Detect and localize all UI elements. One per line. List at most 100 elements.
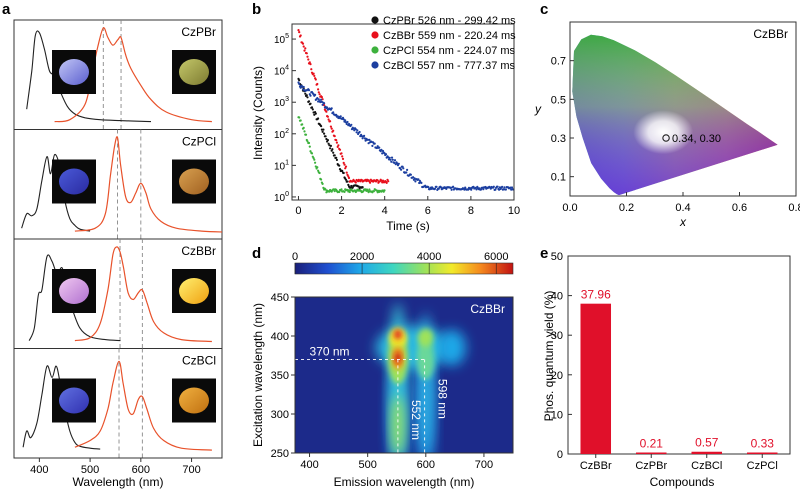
panel-b-point: [390, 156, 394, 159]
panel-b-point: [310, 68, 313, 71]
panel-b-point: [355, 131, 358, 134]
panel-b-xtick-label: 8: [468, 205, 474, 217]
panel-b-point: [298, 116, 301, 119]
panel-a-xtick-label: 600: [132, 464, 150, 476]
panel-d: d 0 2000 4000 6000 370 nm 552 nm 598 nm CzBBr 40…: [251, 245, 514, 489]
panel-e-ytick-label: 30: [551, 330, 563, 342]
panel-b-point: [309, 63, 312, 66]
panel-b-point: [317, 169, 320, 172]
panel-b-point: [341, 155, 344, 158]
panel-e-ytick-label: 20: [551, 370, 563, 382]
panel-d-colorbar-label: 4000: [417, 251, 441, 263]
panel-b-point: [470, 188, 473, 191]
panel-b-legend-marker: [371, 46, 379, 54]
panel-b-legend-marker: [371, 31, 379, 39]
panel-b-point: [496, 185, 499, 188]
panel-b-point: [342, 171, 345, 175]
panel-d-xtick-label: 400: [300, 459, 318, 471]
panel-e: e 0 10 20 30 40 50 37.96 CzBBr 0.21 CzPBr 0.57 CzBC…: [540, 245, 791, 489]
panel-b-point: [397, 162, 400, 165]
panel-b-point: [313, 158, 316, 161]
panel-b-point: [362, 190, 365, 193]
panel-e-bar: [580, 303, 612, 454]
panel-d-ylabel: Excitation wavelength (nm): [251, 303, 265, 447]
panel-b-point: [297, 29, 300, 32]
panel-b-point: [298, 30, 301, 34]
panel-b-point: [304, 47, 307, 50]
panel-b-point: [389, 158, 392, 161]
panel-a-row-name: CzPCl: [182, 135, 216, 149]
panel-d-ytick-label: 250: [271, 448, 289, 460]
panel-b-point: [307, 89, 311, 92]
panel-b-point: [381, 179, 385, 182]
panel-b-point: [433, 187, 437, 190]
panel-b-point: [345, 171, 348, 174]
panel-b-series: [297, 29, 390, 184]
panel-b-point: [342, 161, 345, 164]
panel-b-point: [331, 148, 334, 151]
panel-b-point: [380, 148, 383, 151]
panel-b-point: [350, 123, 353, 126]
panel-d-xtick-label: 600: [417, 459, 435, 471]
panel-e-bar: [635, 452, 667, 454]
panel-b-point: [301, 42, 305, 45]
panel-b-point: [338, 164, 341, 167]
panel-b-point: [393, 161, 396, 164]
panel-a-crystal-photo: [59, 168, 89, 195]
panel-b-point: [347, 176, 351, 180]
panel-a-row: CzBCl: [13, 348, 223, 459]
panel-b-point: [384, 153, 388, 156]
panel-e-category-label: CzPCl: [747, 460, 778, 472]
panel-b-point: [427, 185, 430, 189]
panel-d-intensity-blob: [393, 329, 402, 340]
panel-b-point: [509, 186, 512, 189]
panel-e-category-label: CzBCl: [691, 460, 722, 472]
panel-c: c 0.0 0.2 0.4 0.6 0.8 0.1 0.3 0.5 0.7 x y CzBBr 0.34…: [534, 1, 800, 229]
panel-b-point: [405, 171, 408, 174]
panel-b-xlabel: Time (s): [386, 219, 430, 233]
panel-d-ytick-label: 450: [271, 292, 289, 304]
panel-b-point: [318, 93, 321, 96]
panel-b-point: [406, 168, 409, 171]
panel-b-point: [298, 82, 301, 85]
panel-b-point: [314, 78, 317, 81]
panel-b-point: [305, 94, 308, 97]
panel-b-point: [306, 140, 309, 143]
panel-e-ytick-label: 10: [551, 409, 563, 421]
panel-b-point: [372, 190, 375, 193]
panel-b-point: [303, 49, 306, 52]
panel-b-point: [314, 112, 317, 115]
panel-b-point: [332, 111, 335, 114]
panel-b-point: [501, 185, 504, 188]
panel-d-ytick-label: 400: [271, 331, 289, 343]
panel-b-point: [321, 103, 324, 106]
panel-b-legend-marker: [371, 16, 379, 24]
panel-b-point: [409, 173, 412, 176]
panel-b-label: b: [252, 1, 261, 18]
panel-b-point: [304, 133, 308, 136]
panel-b-point: [340, 152, 343, 155]
panel-b-point: [317, 91, 320, 94]
panel-d-colorbar: [294, 262, 514, 275]
panel-b-point: [494, 188, 497, 191]
panel-c-point-label: 0.34, 0.30: [672, 133, 721, 145]
panel-b-point: [299, 86, 302, 89]
panel-b-point: [333, 154, 336, 157]
panel-e-category-label: CzPBr: [635, 460, 667, 472]
panel-b-point: [326, 115, 329, 118]
panel-a-xtick-label: 400: [30, 464, 48, 476]
panel-b-point: [309, 150, 312, 153]
panel-b-point: [343, 190, 346, 193]
panel-b-legend-label: CzPCl 554 nm - 224.07 ms: [383, 45, 516, 57]
panel-b-point: [323, 132, 326, 135]
panel-b-point: [314, 93, 317, 96]
panel-a-row: CzPBr: [13, 19, 223, 130]
panel-b-point: [321, 130, 324, 133]
panel-d-annotation: 552 nm: [409, 400, 423, 440]
panel-e-bar: [746, 452, 778, 454]
panel-c-label: c: [540, 1, 548, 18]
panel-b-legend-label: CzPBr 526 nm - 299.42 ms: [383, 15, 516, 27]
panel-a-crystal-photo: [179, 168, 209, 195]
panel-d-title: CzBBr: [470, 302, 505, 316]
panel-d-ytick-label: 350: [271, 370, 289, 382]
